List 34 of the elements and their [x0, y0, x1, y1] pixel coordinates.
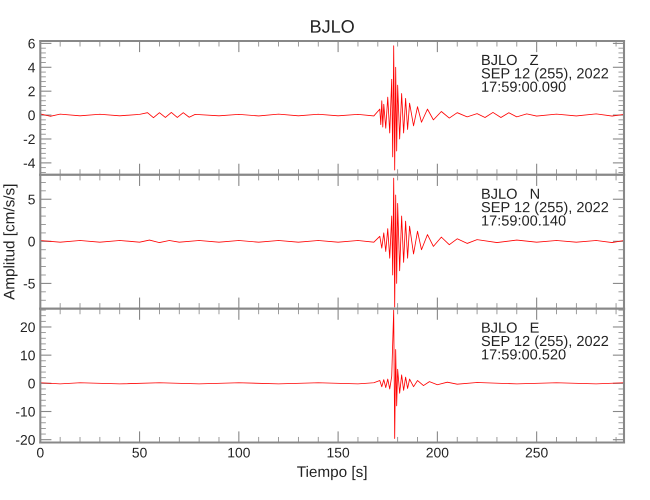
- x-axis-title: Tiempo [s]: [297, 466, 366, 480]
- x-tick-label: 0: [36, 448, 44, 458]
- annotation: 17:59:00.520: [482, 349, 566, 360]
- x-tick-label: 100: [228, 448, 250, 458]
- annotation: SEP 12 (255), 2022: [482, 202, 608, 216]
- annotation: BJLO Z: [482, 54, 538, 66]
- y-tick-label: 5: [28, 194, 35, 204]
- annotation: SEP 12 (255), 2022: [482, 68, 608, 82]
- y-tick-label: 0: [28, 378, 35, 388]
- annotation: SEP 12 (255), 2022: [482, 335, 608, 350]
- y-tick-label: 0: [28, 236, 35, 246]
- annotation: 17:59:00.090: [482, 82, 566, 92]
- y-tick-label: 20: [20, 322, 35, 332]
- annotation: BJLO N: [482, 188, 539, 199]
- line-series: [40, 178, 624, 308]
- annotation: BJLO E: [482, 322, 539, 333]
- y-tick-label: -2: [24, 134, 35, 144]
- y-tick-label: 6: [28, 38, 35, 49]
- y-tick-label: -4: [24, 158, 36, 168]
- chart-title: BJLO: [311, 20, 354, 33]
- y-tick-label: 0: [28, 110, 35, 120]
- y-tick-label: -10: [16, 406, 35, 417]
- x-tick-label: 50: [132, 448, 147, 458]
- y-tick-label: 10: [21, 350, 35, 360]
- y-tick-label: -20: [16, 435, 35, 445]
- x-tick-label: 250: [526, 448, 548, 458]
- annotation: 17:59:00.140: [482, 215, 566, 226]
- y-tick-label: -5: [24, 278, 35, 289]
- line-series: [40, 45, 624, 170]
- x-tick-label: 200: [426, 448, 448, 458]
- y-tick-label: 4: [28, 62, 36, 72]
- y-tick-label: 2: [28, 86, 35, 96]
- x-tick-label: 150: [328, 448, 350, 458]
- y-axis-title: Amplitud [cm/s/s]: [3, 184, 18, 300]
